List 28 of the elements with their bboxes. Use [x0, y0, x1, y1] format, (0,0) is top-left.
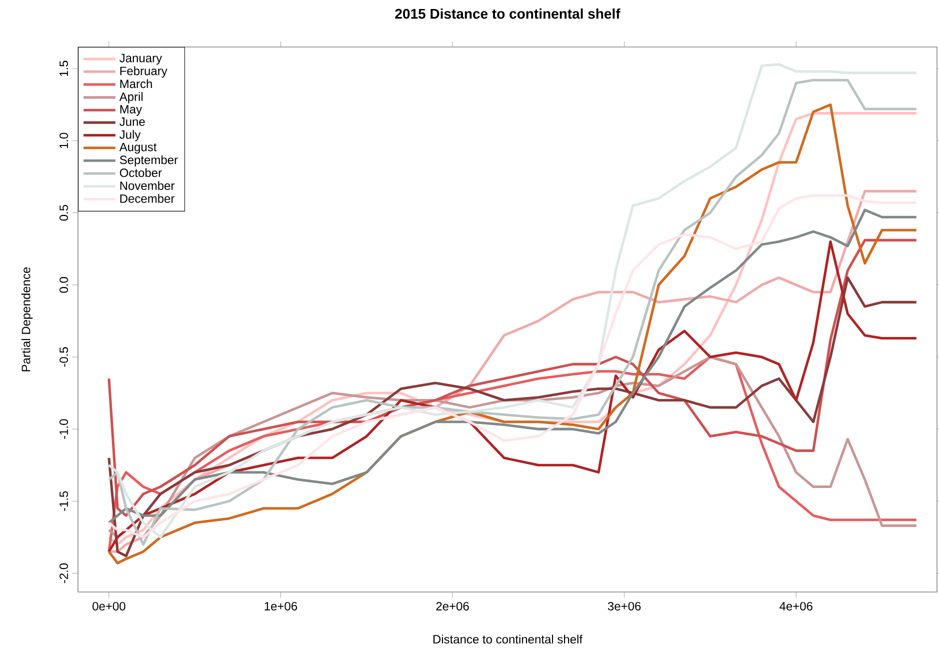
legend-label: January	[120, 54, 162, 65]
legend-label: February	[120, 66, 168, 78]
legend-label: March	[120, 79, 152, 88]
legend-label: May	[120, 105, 142, 116]
x-axis-title: Distance to continental shelf	[433, 634, 583, 644]
legend-label: April	[119, 92, 143, 104]
legend-label: September	[120, 155, 178, 167]
y-tick-label: 0.0	[60, 277, 68, 293]
legend-label: July	[120, 130, 141, 142]
legend-label: August	[119, 142, 157, 154]
y-tick-label: -0.5	[60, 347, 68, 367]
x-tick-label: 4e+06	[780, 602, 812, 610]
y-tick-label: -1.5	[60, 491, 68, 511]
y-tick-label: -1.0	[60, 419, 68, 439]
legend-label: October	[120, 168, 162, 178]
y-tick-label: -2.0	[60, 563, 68, 584]
x-tick-label: 0e+00	[92, 602, 126, 610]
x-tick-label: 2e+06	[436, 602, 469, 610]
chart-title: 2015 Distance to continental shelf	[395, 8, 620, 19]
y-tick-label: 1.5	[60, 60, 68, 76]
y-tick-label: 1.0	[60, 132, 68, 148]
legend-label: November	[120, 181, 174, 190]
legend-label: June	[120, 118, 145, 126]
x-tick-label: 3e+06	[608, 602, 641, 610]
legend-label: December	[120, 194, 174, 203]
y-axis-title: Partial Dependence	[21, 267, 33, 372]
y-tick-label: 0.5	[60, 204, 68, 221]
x-tick-label: 1e+06	[264, 602, 298, 610]
